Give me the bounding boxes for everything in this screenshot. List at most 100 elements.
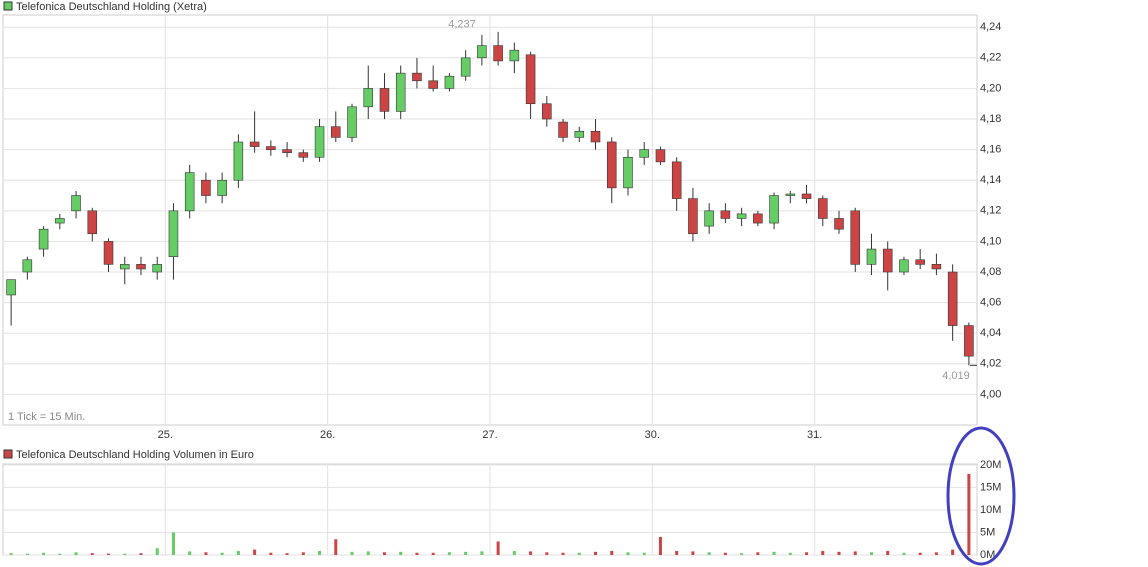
x-tick-label: 25. [158, 429, 173, 441]
volume-bar [934, 552, 938, 555]
high-label: 4,237 [448, 19, 476, 31]
candle-body [704, 210, 714, 227]
candle-body [655, 149, 666, 163]
y-tick-label: 0M [980, 549, 995, 561]
candle-body [38, 228, 49, 250]
volume-bar [594, 551, 598, 555]
volume-bar [399, 551, 403, 555]
y-tick-label: 4,20 [980, 82, 1001, 94]
volume-bar [366, 551, 370, 555]
volume-bar [675, 550, 679, 555]
candle-body [493, 45, 503, 62]
volume-bar [967, 473, 971, 555]
legend-swatch [3, 449, 13, 459]
volume-bar [9, 553, 13, 555]
candle-body [785, 193, 796, 196]
volume-title: Telefonica Deutschland Holding Volumen i… [16, 449, 254, 461]
y-tick-label: 5M [980, 526, 995, 538]
y-tick-label: 4,18 [980, 113, 1001, 125]
tick-note: 1 Tick = 15 Min. [8, 411, 85, 423]
volume-bar [529, 551, 533, 555]
candle-body [282, 149, 292, 153]
candle-body [623, 156, 633, 189]
y-tick-label: 4,02 [980, 358, 1001, 370]
y-tick-label: 4,16 [980, 144, 1001, 156]
volume-bar [220, 552, 224, 555]
candle-body [947, 271, 958, 326]
volume-bar [951, 549, 955, 555]
y-tick-label: 4,24 [980, 21, 1001, 33]
highlight-ellipse [946, 426, 1016, 566]
candle-body [590, 130, 601, 143]
volume-bar [90, 553, 94, 555]
volume-bar [805, 552, 809, 555]
volume-bar [512, 550, 516, 555]
volume-bar [918, 552, 922, 555]
candle-body [899, 259, 909, 273]
volume-bar [204, 552, 208, 555]
candle-body [379, 88, 390, 112]
volume-bar [301, 552, 305, 555]
candle-body [184, 172, 195, 212]
volume-bar [171, 532, 175, 555]
volume-bar [464, 551, 468, 555]
volume-bar [415, 552, 419, 555]
candle-body [314, 126, 325, 158]
volume-bar [577, 552, 581, 555]
candle-body [444, 75, 455, 89]
candle-body [574, 130, 585, 138]
candle-body [720, 210, 731, 219]
volume-bar [123, 553, 127, 555]
volume-bar [561, 552, 565, 555]
y-tick-label: 20M [980, 459, 1001, 471]
volume-bar [740, 553, 744, 555]
y-tick-label: 4,00 [980, 388, 1001, 400]
candle-body [915, 259, 925, 265]
volume-bar [853, 551, 857, 555]
y-tick-label: 4,22 [980, 52, 1001, 64]
volume-bar [723, 552, 727, 555]
volume-bar [610, 550, 614, 555]
candle-body [201, 179, 211, 196]
candle-body [834, 218, 844, 230]
volume-bar [626, 552, 630, 555]
volume-bar [188, 551, 192, 555]
candle-body [395, 72, 406, 112]
volume-bar [334, 539, 338, 555]
volume-bar [788, 552, 792, 555]
volume-bar [318, 550, 322, 555]
y-tick-label: 4,08 [980, 266, 1001, 278]
volume-bar [431, 552, 435, 555]
candle-body [428, 80, 438, 89]
volume-bar [642, 552, 646, 555]
candle-body [136, 264, 146, 270]
volume-bar [107, 553, 111, 555]
y-tick-label: 15M [980, 481, 1001, 493]
candle-body [331, 126, 341, 138]
candle-body [477, 45, 487, 59]
candle-body [152, 264, 162, 273]
volume-bar [886, 550, 890, 555]
candle-body [769, 195, 779, 224]
candle-body [850, 210, 861, 265]
y-tick-label: 4,12 [980, 205, 1001, 217]
volume-bar [350, 551, 354, 555]
candle-body [298, 152, 309, 158]
candle-body [460, 57, 471, 77]
x-tick-label: 31. [807, 429, 822, 441]
volume-bar [902, 552, 906, 555]
volume-bar [253, 549, 257, 555]
candle-body [87, 210, 98, 235]
candle-body [233, 141, 244, 181]
x-tick-label: 30. [645, 429, 660, 441]
candle-body [606, 141, 617, 189]
x-tick-label: 27. [482, 429, 497, 441]
low-label: 4,019 [942, 370, 970, 382]
candle-body [801, 193, 812, 199]
x-tick-label: 26. [320, 429, 335, 441]
candle-body [71, 195, 81, 212]
volume-bar [269, 552, 273, 555]
y-tick-label: 10M [980, 504, 1001, 516]
candle-body [509, 49, 520, 62]
